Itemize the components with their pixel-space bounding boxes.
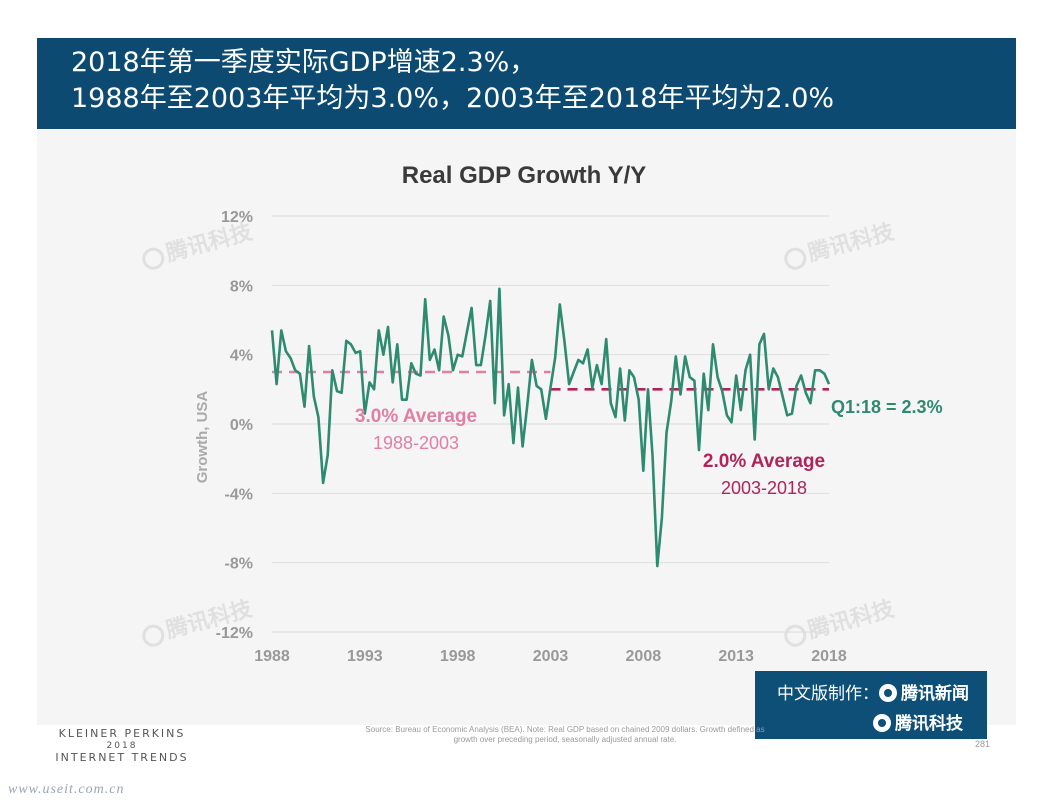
- brand-tech: 腾讯科技: [895, 714, 963, 734]
- tencent-tech-icon: [873, 714, 891, 732]
- chart-title: Real GDP Growth Y/Y: [402, 162, 647, 189]
- x-tick-label: 1988: [254, 648, 290, 665]
- chart-panel: [37, 130, 1016, 725]
- x-tick-label: 1993: [347, 648, 383, 665]
- y-tick-label: 0%: [230, 417, 253, 434]
- x-tick-label: 2008: [626, 648, 662, 665]
- avg-late-label: 2.0% Average: [703, 451, 825, 472]
- grid: [272, 215, 829, 633]
- header-line-2: 1988年至2003年平均为3.0%，2003年至2018年平均为2.0%: [71, 83, 835, 114]
- latest-value-annotation: Q1:18 = 2.3%: [831, 397, 943, 417]
- x-tick-label: 2018: [811, 648, 847, 665]
- slide-header: 2018年第一季度实际GDP增速2.3%， 1988年至2003年平均为3.0%…: [37, 38, 1016, 129]
- brand-news: 腾讯新闻: [901, 684, 969, 704]
- y-axis-ticks: 12% 8% 4% 0% -4% -8% -12%: [216, 209, 253, 642]
- brand-prefix: 中文版制作：: [777, 684, 879, 704]
- y-tick-label: 4%: [230, 348, 253, 365]
- header-line-1: 2018年第一季度实际GDP增速2.3%，: [71, 47, 537, 78]
- page-number: 281: [975, 739, 991, 749]
- x-tick-label: 2013: [718, 648, 754, 665]
- avg-early-label: 3.0% Average: [355, 406, 477, 427]
- tencent-news-icon: [879, 684, 897, 702]
- x-tick-label: 1998: [440, 648, 476, 665]
- y-tick-label: 12%: [221, 209, 253, 226]
- series-line: [270, 287, 831, 568]
- y-tick-label: -8%: [225, 556, 253, 573]
- avg-late-period: 2003-2018: [721, 478, 807, 498]
- source-note: Source: Bureau of Economic Analysis (BEA…: [365, 725, 765, 744]
- x-tick-label: 2003: [533, 648, 569, 665]
- x-axis-ticks: 1988 1993 1998 2003 2008 2013 2018: [254, 648, 847, 665]
- y-tick-label: -12%: [216, 625, 253, 642]
- y-axis-label: Growth, USA: [194, 391, 211, 484]
- y-tick-label: -4%: [225, 486, 253, 503]
- brand-box: 中文版制作： 腾讯新闻 腾讯科技: [755, 671, 987, 739]
- site-url: www.useit.com.cn: [8, 782, 125, 797]
- kp-logo: KLEINER PERKINS 2018 INTERNET TRENDS: [55, 727, 189, 764]
- y-tick-label: 8%: [230, 278, 253, 295]
- avg-early-period: 1988-2003: [373, 433, 459, 453]
